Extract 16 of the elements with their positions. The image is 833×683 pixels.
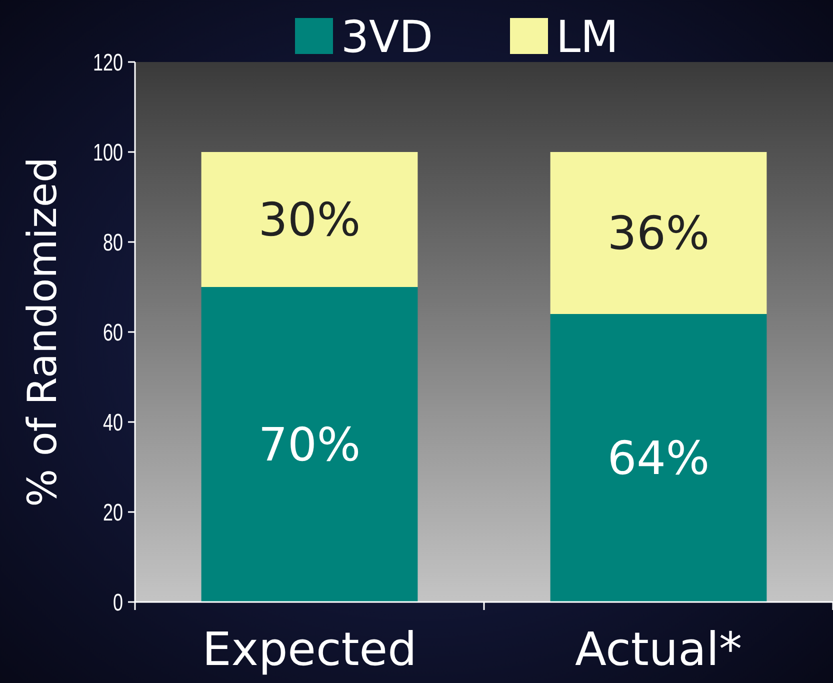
y-tick-label: 120	[92, 50, 123, 76]
x-tick-label: Expected	[202, 622, 417, 676]
legend-label: 3VD	[341, 12, 433, 63]
y-tick-label: 100	[92, 140, 123, 166]
data-label: 64%	[607, 431, 710, 486]
data-label: 30%	[258, 192, 361, 247]
y-tick-label: 0	[112, 590, 123, 616]
y-axis-title: % of Randomized	[20, 157, 66, 507]
data-label: 36%	[607, 206, 710, 260]
y-tick-label: 20	[102, 500, 123, 526]
y-tick-label: 60	[102, 320, 123, 346]
y-tick-label: 80	[102, 230, 123, 256]
legend-label: LM	[556, 12, 618, 63]
data-label: 70%	[258, 418, 361, 472]
y-tick-label: 40	[102, 410, 123, 436]
x-tick-label: Actual*	[574, 622, 742, 676]
